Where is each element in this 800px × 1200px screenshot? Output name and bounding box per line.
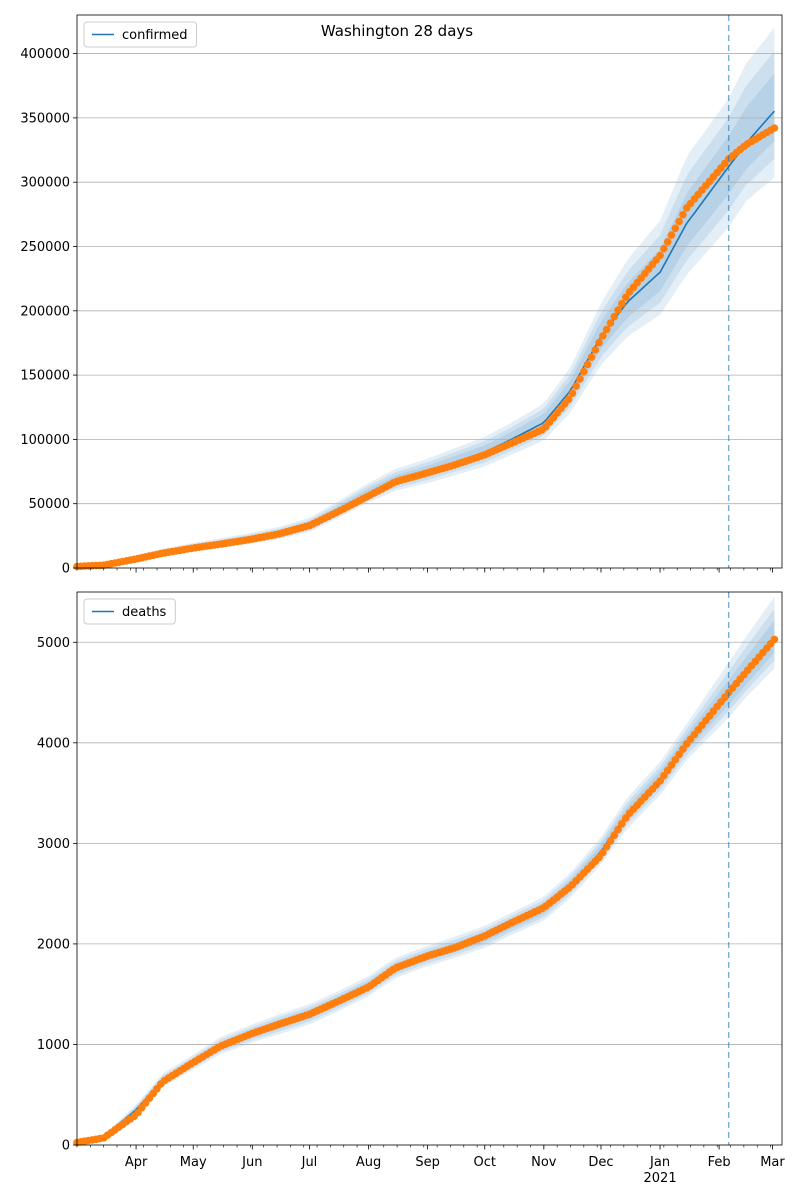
deaths-observed-point bbox=[602, 843, 611, 851]
deaths-gridlines bbox=[77, 641, 782, 1045]
confirmed-series bbox=[73, 15, 779, 571]
deaths-ytick-label-3: 3000 bbox=[37, 837, 70, 852]
confirmed-ytick-label-3: 150000 bbox=[20, 369, 70, 384]
xtick-label-4: Aug bbox=[356, 1155, 381, 1170]
deaths-observed-point bbox=[610, 831, 619, 840]
xtick-label-7: Nov bbox=[531, 1155, 557, 1170]
confirmed-axes-frame bbox=[76, 14, 783, 569]
deaths-observed-point bbox=[660, 771, 668, 780]
confirmed-observed-point bbox=[599, 332, 607, 340]
deaths-legend-label: deaths bbox=[122, 605, 167, 620]
confirmed-ytick-label-8: 400000 bbox=[20, 47, 70, 62]
confirmed-legend-box bbox=[83, 21, 198, 48]
confirmed-ytick-label-2: 100000 bbox=[20, 433, 70, 448]
deaths-ytick-label-5: 5000 bbox=[37, 636, 70, 651]
confirmed-band-layer-0 bbox=[77, 27, 775, 567]
deaths-observed-point bbox=[679, 745, 687, 753]
xtick-label-8: Dec bbox=[588, 1155, 613, 1170]
confirmed-observed-point bbox=[576, 375, 584, 383]
confirmed-ytick-label-6: 300000 bbox=[20, 176, 70, 191]
deaths-observed-point bbox=[606, 837, 615, 845]
confirmed-observed-point bbox=[667, 231, 676, 239]
confirmed-observed-point bbox=[622, 293, 630, 302]
confirmed-axes: 0 50000 100000 150000 200000 250000 300000 3500… bbox=[20, 14, 783, 577]
deaths-panel: 0 1000 2000 3000 4000 5000 Apr May Jun Jul Aug Sep O… bbox=[37, 591, 785, 1186]
deaths-observed-point bbox=[667, 761, 676, 769]
confirmed-observed-point bbox=[660, 244, 668, 253]
deaths-ytick-label-0: 0 bbox=[62, 1139, 70, 1154]
confirmed-observed-point bbox=[770, 124, 779, 132]
deaths-observed-point bbox=[599, 848, 607, 857]
deaths-ytick-label-2: 2000 bbox=[37, 937, 70, 952]
confirmed-ytick-label-7: 350000 bbox=[20, 111, 70, 126]
confirmed-band-layer-2 bbox=[77, 73, 775, 567]
confirmed-legend: confirmed bbox=[83, 21, 198, 48]
xtick-label-5: Sep bbox=[415, 1155, 440, 1170]
confirmed-uncertainty-bands bbox=[77, 27, 775, 567]
confirmed-ytick-label-4: 200000 bbox=[20, 304, 70, 319]
deaths-observed-point bbox=[675, 750, 683, 759]
xtick-label-9: Jan bbox=[649, 1155, 670, 1170]
confirmed-observed-point bbox=[606, 319, 615, 327]
confirmed-panel: 0 50000 100000 150000 200000 250000 300000 3500… bbox=[20, 14, 783, 577]
deaths-series bbox=[73, 592, 779, 1147]
confirmed-observed-point bbox=[595, 338, 603, 347]
confirmed-ytick-label-5: 250000 bbox=[20, 240, 70, 255]
confirmed-observed-point bbox=[679, 210, 687, 219]
deaths-observed-point bbox=[671, 756, 680, 764]
deaths-axes: 0 1000 2000 3000 4000 5000 Apr May Jun Jul Aug Sep O… bbox=[37, 591, 785, 1186]
xtick-label-6: Oct bbox=[474, 1155, 496, 1170]
confirmed-observed-point bbox=[583, 360, 592, 369]
confirmed-observed-point bbox=[602, 325, 611, 334]
deaths-observed-point bbox=[656, 777, 664, 785]
confirmed-observed-point bbox=[587, 353, 596, 362]
xtick-label-1: May bbox=[180, 1155, 207, 1170]
deaths-legend-box bbox=[83, 598, 176, 625]
confirmed-observed-point bbox=[572, 382, 580, 390]
confirmed-observed-point bbox=[614, 306, 622, 314]
deaths-observed-point bbox=[618, 820, 626, 828]
xtick-label-10: Feb bbox=[708, 1155, 731, 1170]
confirmed-observed-point bbox=[591, 346, 600, 354]
confirmed-ytick-label-1: 50000 bbox=[29, 497, 70, 512]
confirmed-observed-point bbox=[564, 395, 573, 404]
deaths-ytick-label-4: 4000 bbox=[37, 736, 70, 751]
deaths-ytick-label-1: 1000 bbox=[37, 1038, 70, 1053]
deaths-observed-point bbox=[770, 635, 779, 644]
confirmed-observed-point bbox=[610, 312, 619, 321]
confirmed-observed-point bbox=[675, 217, 683, 226]
deaths-observed-point bbox=[663, 766, 672, 775]
confirmed-observed-point bbox=[618, 299, 626, 308]
xtick-label-2: Jun bbox=[241, 1155, 262, 1170]
confirmed-legend-label: confirmed bbox=[122, 28, 188, 43]
confirmed-observed-point bbox=[568, 389, 577, 398]
deaths-axes-frame bbox=[76, 591, 783, 1146]
confirmed-ytick-label-0: 0 bbox=[62, 562, 70, 577]
confirmed-observed-point bbox=[580, 367, 588, 376]
confirmed-observed-point bbox=[656, 251, 664, 260]
deaths-observed-point bbox=[614, 825, 622, 834]
confirmed-observed-point bbox=[663, 238, 672, 246]
confirmed-observed-point bbox=[671, 224, 680, 233]
xtick-label-3: Jul bbox=[301, 1155, 318, 1170]
deaths-legend: deaths bbox=[83, 598, 176, 625]
xtick-year-label: 2021 bbox=[644, 1171, 677, 1186]
confirmed-band-layer-1 bbox=[77, 51, 775, 567]
xtick-label-11: Mar bbox=[760, 1155, 785, 1170]
xtick-label-0: Apr bbox=[125, 1155, 148, 1170]
confirmed-gridlines bbox=[77, 53, 782, 505]
chart-title: Washington 28 days bbox=[321, 22, 473, 40]
